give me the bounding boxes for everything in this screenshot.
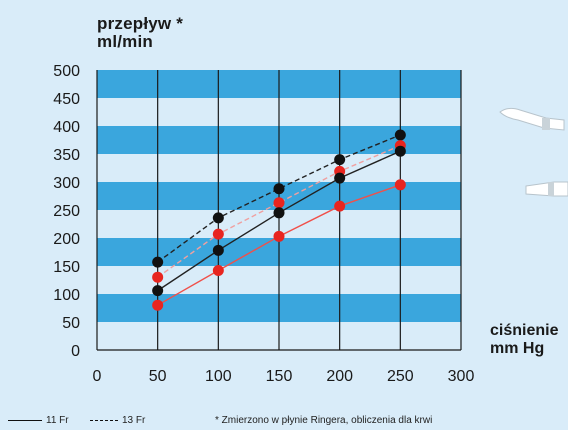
legend-label-13fr: 13 Fr	[122, 415, 146, 426]
data-point-series-3	[273, 207, 285, 219]
data-point-series-4	[334, 200, 346, 212]
y-tick-label: 300	[53, 175, 80, 192]
data-point-series-3	[212, 244, 224, 256]
legend-item-13fr: 13 Fr	[90, 415, 145, 426]
catheter-image-top	[499, 107, 565, 131]
data-point-series-3	[394, 145, 406, 157]
y-tick-label: 250	[53, 203, 80, 220]
y-tick-label: 350	[53, 147, 80, 164]
data-point-series-4	[152, 299, 164, 311]
x-tick-label: 50	[149, 368, 167, 385]
data-point-series-3	[152, 285, 164, 297]
y-tick-label: 200	[53, 231, 80, 248]
series-line-2	[157, 144, 401, 278]
x-axis-label-line-2: mm Hg	[490, 340, 545, 357]
data-point-series-4	[394, 179, 406, 191]
y-tick-label: 500	[53, 63, 80, 80]
series-line-1	[157, 134, 401, 263]
x-tick-label: 150	[266, 368, 293, 385]
y-tick-label: 0	[71, 343, 80, 360]
data-point-series-4	[212, 264, 224, 276]
y-axis-label-line-1: przepływ *	[97, 14, 184, 33]
x-tick-label: 200	[326, 368, 353, 385]
legend: 11 Fr 13 Fr * Zmierzono w płynie Ringera…	[6, 410, 566, 428]
chart-plot: 0 50 100 150 200 250 300 350 400 450 500 0 50 100 150 2…	[53, 63, 475, 385]
y-tick-label: 400	[53, 119, 80, 136]
catheter-image-bottom	[525, 181, 568, 197]
y-tick-label: 150	[53, 259, 80, 276]
footnote: * Zmierzono w płynie Ringera, obliczenia…	[215, 415, 433, 426]
x-tick-label: 250	[387, 368, 414, 385]
y-tick-label: 50	[62, 315, 80, 332]
data-point-series-2	[212, 228, 224, 240]
y-axis-label-line-2: ml/min	[97, 32, 153, 51]
data-point-series-2	[273, 197, 285, 209]
data-point-series-1	[152, 256, 164, 268]
legend-item-11fr: 11 Fr	[8, 415, 69, 426]
x-axis-label-line-1: ciśnienie	[490, 322, 559, 339]
legend-label-11fr: 11 Fr	[46, 415, 69, 426]
data-point-series-1	[212, 212, 224, 224]
x-tick-label: 100	[205, 368, 232, 385]
data-point-series-3	[334, 172, 346, 184]
data-point-series-2	[152, 271, 164, 283]
x-tick-label: 300	[448, 368, 475, 385]
y-tick-label: 450	[53, 91, 80, 108]
x-tick-label: 0	[93, 368, 102, 385]
legend-solid-line-swatch	[8, 420, 42, 421]
y-tick-label: 100	[53, 287, 80, 304]
data-point-series-1	[273, 183, 285, 195]
data-point-series-1	[394, 129, 406, 141]
legend-dashed-line-swatch	[90, 420, 118, 421]
data-point-series-4	[273, 230, 285, 242]
data-point-series-1	[334, 154, 346, 166]
